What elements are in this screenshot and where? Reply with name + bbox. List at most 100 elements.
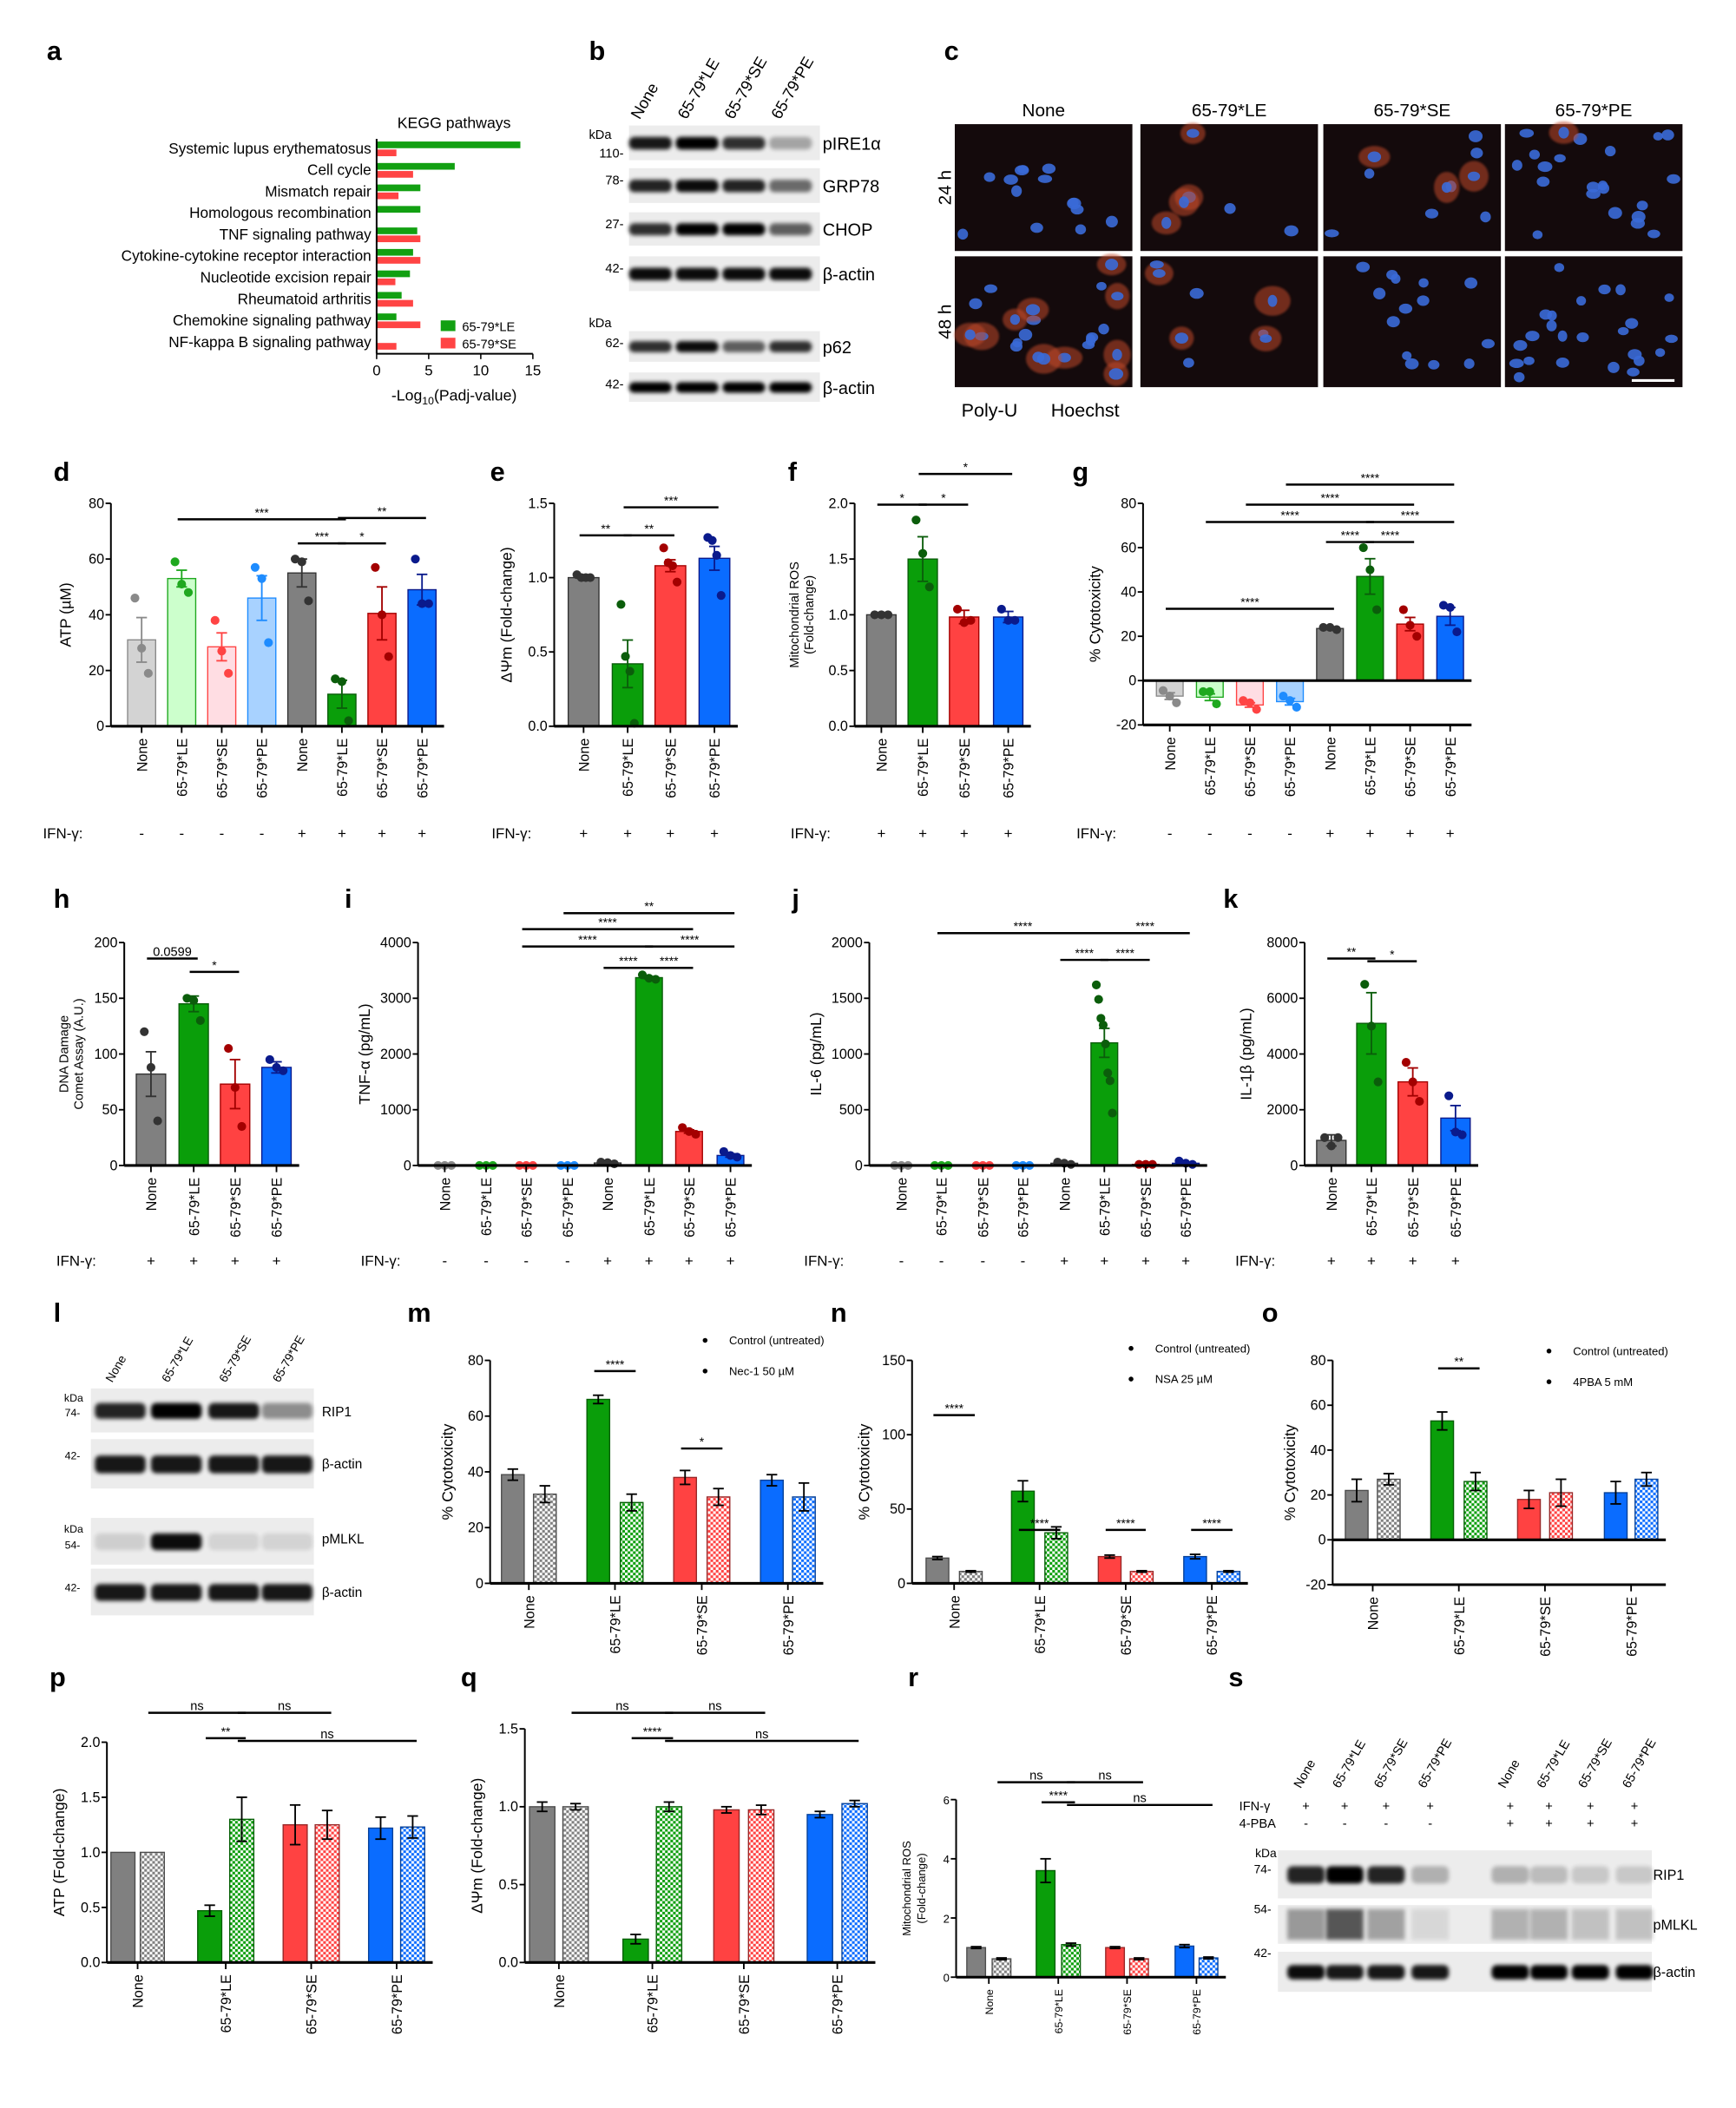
blot-label: β-actin — [823, 266, 875, 285]
y-tick-label: 40 — [1311, 1442, 1326, 1458]
band — [261, 1584, 313, 1601]
data-point — [1091, 980, 1101, 989]
x-tick-label: 65-79*PE — [561, 1178, 576, 1238]
x-tick-label: None — [1057, 1178, 1073, 1212]
y-tick-label: 0.0 — [528, 719, 547, 734]
nucleus — [1661, 129, 1674, 141]
x-tick-label: None — [1325, 1178, 1340, 1212]
band — [208, 1584, 260, 1601]
significance-label: **** — [1320, 490, 1339, 504]
x-tick-label: 65-79*PE — [1449, 1178, 1464, 1238]
ifn-sign: + — [1004, 825, 1013, 842]
significance-label: **** — [1135, 919, 1154, 933]
blot-s-2 — [1278, 1952, 1654, 1993]
significance-label: **** — [1401, 508, 1420, 522]
kda-marker: 42- — [605, 262, 623, 276]
data-point — [189, 995, 199, 1005]
bar — [1634, 1478, 1659, 1540]
micrograph-background — [954, 124, 1133, 252]
band — [95, 1455, 146, 1474]
data-point — [183, 588, 194, 597]
data-point — [1438, 601, 1449, 610]
chart-p: 0.0 0.5 1.0 1.5 2.0 ATP (Fold-change) None 65-7… — [50, 1700, 433, 2034]
y-tick-label: 1.5 — [81, 1790, 100, 1805]
band — [722, 136, 766, 150]
x-tick-label: 65-79*LE — [1033, 1595, 1049, 1654]
band — [208, 1533, 260, 1551]
kda-label: kDa — [1255, 1846, 1277, 1860]
x-tick-label: 65-79*PE — [1179, 1178, 1194, 1238]
nucleus — [1586, 181, 1601, 193]
bar — [139, 1851, 166, 1964]
ifn-sign: + — [1325, 825, 1334, 842]
chart-k: 0 2000 4000 6000 8000 IL-1β (pg/mL) None 65-79*… — [1235, 935, 1479, 1269]
treatment-label: 4-PBA — [1240, 1817, 1276, 1831]
kda-label: kDa — [64, 1392, 83, 1404]
significance-label: ** — [644, 522, 654, 535]
bar — [399, 1826, 425, 1964]
bar — [376, 149, 397, 156]
nucleus — [1519, 128, 1535, 138]
y-axis-label: Mitochondrial ROS — [788, 561, 802, 668]
lane-label: 65-79*PE — [767, 54, 818, 122]
data-point — [1358, 542, 1368, 553]
data-point — [1412, 632, 1422, 641]
nucleus — [1634, 355, 1645, 366]
band — [1615, 1965, 1654, 1980]
bar — [1430, 1420, 1455, 1540]
bar — [1396, 623, 1424, 681]
nucleus — [1067, 197, 1082, 210]
kda-marker: 110- — [599, 148, 623, 161]
panel-label: j — [791, 883, 799, 914]
band — [675, 180, 719, 193]
ifn-sign: + — [273, 1252, 281, 1269]
ifn-sign: - — [1247, 825, 1253, 842]
data-point — [1199, 686, 1208, 697]
bar — [1345, 1489, 1369, 1540]
data-point — [264, 638, 273, 647]
nucleus — [1417, 295, 1430, 306]
y-tick-label: -20 — [1116, 718, 1136, 733]
y-axis-label: % Cytotoxicity — [856, 1423, 873, 1520]
lane-label: None — [102, 1352, 129, 1384]
bar — [841, 1803, 868, 1964]
nucleus — [1655, 348, 1666, 358]
nucleus — [1608, 361, 1620, 373]
ifn-sign: - — [260, 825, 265, 842]
data-point — [371, 562, 380, 572]
nucleus — [1105, 259, 1119, 271]
x-tick-label: 65-79*SE — [215, 738, 231, 798]
nucleus — [1604, 145, 1616, 157]
blot-s-0 — [1278, 1850, 1654, 1899]
micrograph — [1140, 256, 1318, 388]
x-tick-label: 65-79*LE — [1203, 737, 1219, 796]
data-point — [1401, 1058, 1411, 1067]
band — [722, 180, 766, 193]
ifn-sign: + — [298, 825, 306, 842]
significance-label: ns — [755, 1728, 768, 1742]
blot-label: β-actin — [1654, 1965, 1696, 1980]
legend-swatch — [440, 338, 456, 349]
bar — [376, 257, 421, 264]
data-point — [377, 610, 387, 620]
y-tick-label: 60 — [1311, 1398, 1326, 1414]
x-tick-label: None — [552, 1974, 568, 2008]
x-tick-label: 65-79*SE — [1404, 737, 1419, 797]
band — [769, 267, 812, 280]
ifn-label: IFN-γ: — [1076, 825, 1116, 842]
nucleus — [1557, 330, 1568, 342]
nucleus — [1011, 185, 1023, 197]
nucleus — [1555, 357, 1569, 368]
y-tick-label: 0.5 — [499, 1877, 518, 1893]
panel-label: r — [908, 1662, 918, 1692]
nucleus — [1468, 130, 1483, 142]
bar — [314, 1823, 340, 1964]
treatment-sign: + — [1383, 1800, 1391, 1814]
x-tick-label: 65-79*SE — [737, 1974, 753, 2034]
bar — [586, 1398, 611, 1585]
y-tick-label: 100 — [95, 1047, 118, 1062]
y-tick-label: 0.0 — [81, 1955, 100, 1971]
data-point — [1318, 622, 1328, 633]
y-tick-label: 150 — [95, 991, 118, 1007]
data-point — [411, 555, 420, 564]
